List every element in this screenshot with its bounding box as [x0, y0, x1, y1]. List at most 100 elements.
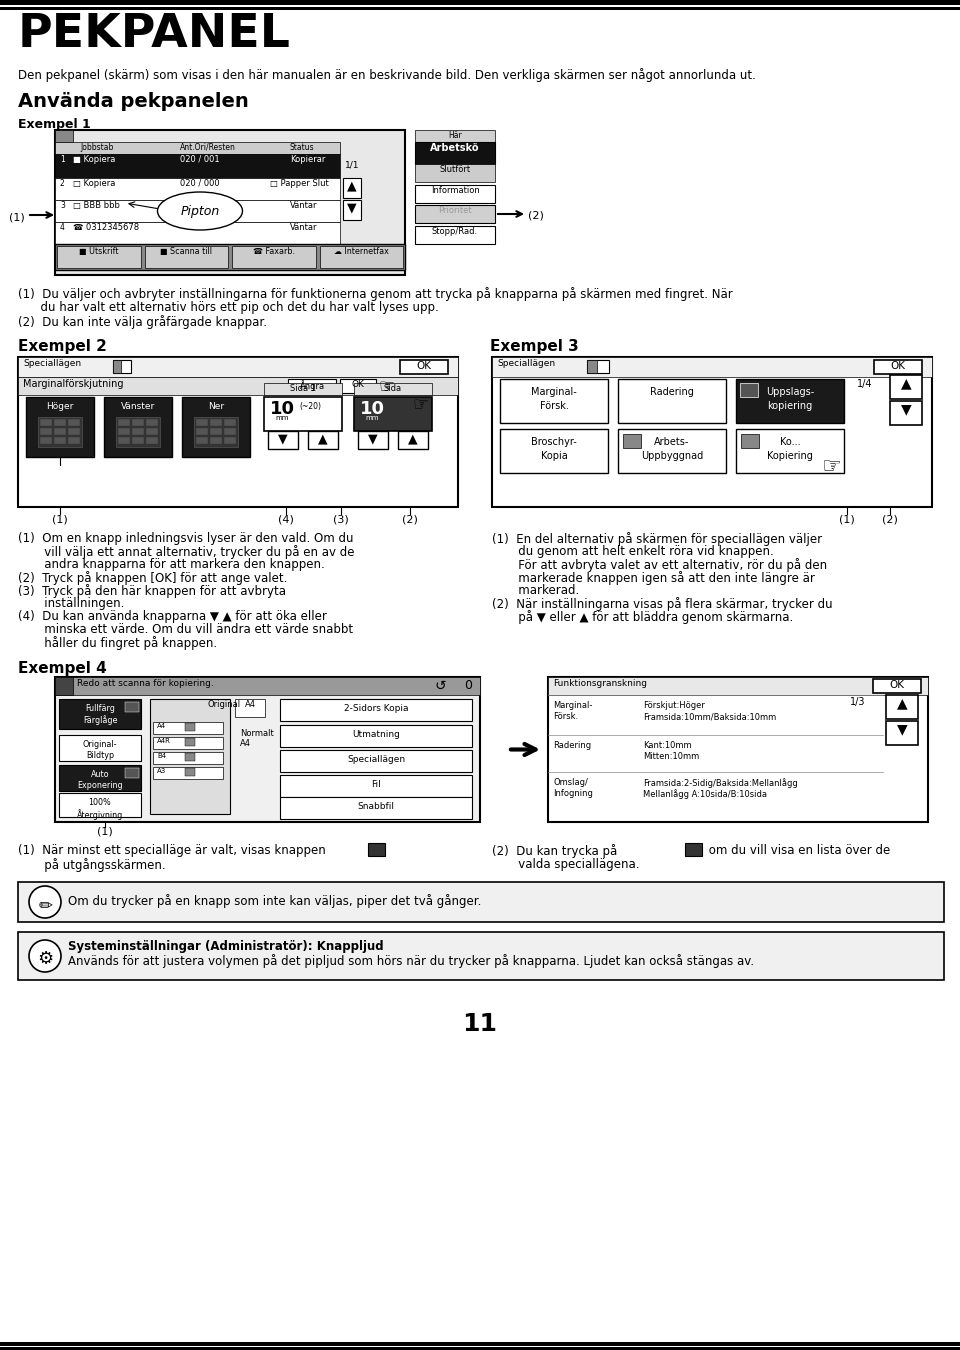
Bar — [741, 433, 759, 448]
Text: Marginalförskjutning: Marginalförskjutning — [23, 379, 124, 389]
Text: Systeminställningar (Administratör): Knappljud: Systeminställningar (Administratör): Kna… — [68, 940, 384, 953]
Bar — [185, 753, 195, 761]
Text: Återgivning: Återgivning — [77, 809, 123, 819]
Text: ▲: ▲ — [318, 432, 327, 446]
Bar — [886, 695, 918, 720]
Text: (1)  En del alternativ på skärmen för speciallägen väljer: (1) En del alternativ på skärmen för spe… — [492, 532, 822, 545]
Bar — [196, 418, 208, 427]
Text: inställningen.: inställningen. — [18, 597, 125, 610]
Bar — [68, 428, 80, 435]
Text: valda speciallägena.: valda speciallägena. — [492, 859, 639, 871]
Text: Original: Original — [208, 701, 241, 709]
Bar — [182, 397, 250, 458]
Bar — [59, 792, 141, 817]
Bar — [618, 379, 726, 423]
Bar — [55, 142, 340, 154]
Text: 1/4: 1/4 — [857, 379, 873, 389]
Bar — [18, 356, 458, 508]
Bar — [320, 246, 403, 269]
Text: Arbetskö: Arbetskö — [430, 143, 480, 153]
Text: (2)  Tryck på knappen [OK] för att ange valet.: (2) Tryck på knappen [OK] för att ange v… — [18, 571, 287, 585]
Text: (1)  När minst ett specialläge är valt, visas knappen: (1) När minst ett specialläge är valt, v… — [18, 844, 325, 857]
Text: Framsida:10mm/Baksida:10mm: Framsida:10mm/Baksida:10mm — [643, 711, 777, 721]
Bar — [113, 360, 121, 373]
Bar — [235, 699, 265, 717]
Bar — [492, 356, 932, 377]
Text: Uppslags-: Uppslags- — [766, 387, 814, 397]
Bar — [18, 931, 944, 980]
Text: Här: Här — [448, 131, 462, 140]
Bar — [736, 379, 844, 423]
Bar — [196, 437, 208, 444]
Text: 2: 2 — [60, 180, 64, 188]
Bar — [268, 431, 298, 450]
Text: Sida: Sida — [384, 383, 402, 393]
Bar — [118, 437, 130, 444]
Bar — [232, 246, 316, 269]
Bar — [398, 431, 428, 450]
Bar — [55, 676, 480, 695]
Text: Kopiering: Kopiering — [767, 451, 813, 460]
Text: minska ett värde. Om du vill ändra ett värde snabbt: minska ett värde. Om du vill ändra ett v… — [18, 622, 353, 636]
Bar — [185, 738, 195, 747]
Bar — [0, 1342, 960, 1346]
Bar — [587, 360, 609, 373]
Text: Försk.: Försk. — [540, 401, 568, 410]
Bar — [587, 360, 597, 373]
Text: 020 / 001: 020 / 001 — [180, 155, 220, 163]
Text: 100%: 100% — [88, 798, 111, 807]
Text: Kopierar: Kopierar — [290, 155, 325, 163]
Text: Används för att justera volymen på det pipljud som hörs när du trycker på knappa: Används för att justera volymen på det p… — [68, 954, 755, 968]
Text: markerad.: markerad. — [492, 585, 579, 597]
Text: (1): (1) — [97, 828, 113, 837]
Text: ▲: ▲ — [348, 180, 357, 192]
Bar — [623, 433, 641, 448]
Text: Pipton: Pipton — [180, 205, 220, 217]
Text: Speciallägen: Speciallägen — [347, 755, 405, 764]
Bar — [415, 205, 495, 223]
Text: Ner: Ner — [208, 402, 224, 410]
Text: du genom att helt enkelt röra vid knappen.: du genom att helt enkelt röra vid knappe… — [492, 545, 774, 558]
Text: Omslag/: Omslag/ — [553, 778, 588, 787]
Bar — [104, 397, 172, 458]
Text: om du vill visa en lista över de: om du vill visa en lista över de — [705, 844, 890, 857]
Text: Bildtyp: Bildtyp — [86, 751, 114, 760]
Bar — [890, 401, 922, 425]
Bar — [685, 842, 702, 856]
Ellipse shape — [29, 886, 61, 918]
Text: ☎ Faxarb.: ☎ Faxarb. — [252, 247, 295, 256]
Bar — [113, 360, 131, 373]
Text: du har valt ett alternativ hörs ett pip och det du har valt lyses upp.: du har valt ett alternativ hörs ett pip … — [18, 301, 439, 315]
Text: ☞: ☞ — [378, 377, 395, 396]
Text: Original-: Original- — [83, 740, 117, 749]
Bar — [280, 796, 472, 819]
Text: A3: A3 — [157, 768, 166, 774]
Text: Mitten:10mm: Mitten:10mm — [643, 752, 699, 761]
Text: Kant:10mm: Kant:10mm — [643, 741, 691, 751]
Text: Mellanlågg A:10sida/B:10sida: Mellanlågg A:10sida/B:10sida — [643, 788, 767, 799]
Bar — [196, 428, 208, 435]
Text: ▼: ▼ — [900, 402, 911, 416]
Text: Radering: Radering — [650, 387, 694, 397]
Bar — [132, 428, 144, 435]
Text: Utmatning: Utmatning — [352, 730, 400, 738]
Text: □ BBB bbb: □ BBB bbb — [73, 201, 120, 211]
Bar — [368, 842, 385, 856]
Bar — [153, 722, 223, 734]
Text: Radering: Radering — [553, 741, 591, 751]
Text: ✏: ✏ — [38, 896, 52, 914]
Ellipse shape — [157, 192, 243, 230]
Text: 0: 0 — [464, 679, 472, 693]
Text: Försk.: Försk. — [553, 711, 578, 721]
Bar — [400, 360, 448, 374]
Bar — [150, 699, 230, 814]
Text: A4: A4 — [240, 738, 251, 748]
Text: (4)  Du kan använda knapparna ▼ ▲ för att öka eller: (4) Du kan använda knapparna ▼ ▲ för att… — [18, 610, 326, 622]
Text: (2)  Du kan trycka på: (2) Du kan trycka på — [492, 844, 617, 859]
Bar — [55, 154, 340, 178]
Text: ☞: ☞ — [821, 458, 841, 477]
Text: (~20): (~20) — [299, 402, 321, 410]
Bar — [26, 397, 94, 458]
Text: Exponering: Exponering — [77, 782, 123, 790]
Bar — [55, 244, 405, 270]
